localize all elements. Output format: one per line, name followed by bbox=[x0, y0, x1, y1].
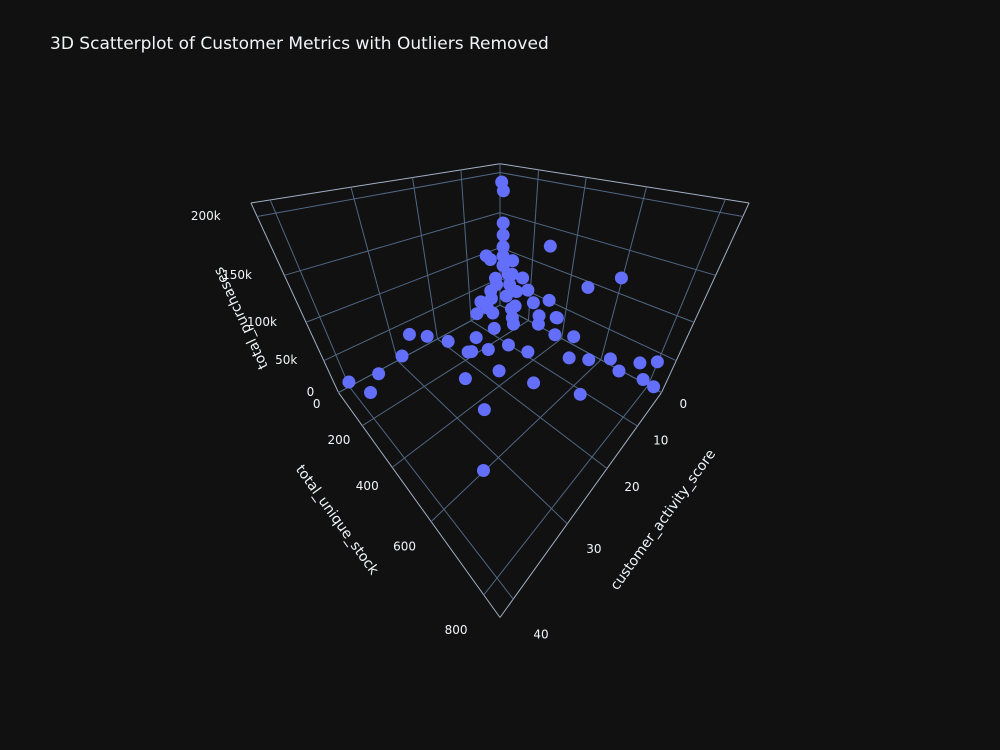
point bbox=[342, 375, 356, 389]
point bbox=[501, 338, 515, 352]
point bbox=[543, 239, 557, 253]
point bbox=[548, 328, 562, 342]
y-grid-line bbox=[561, 177, 587, 339]
x-tick-label: 10 bbox=[653, 433, 668, 447]
point bbox=[477, 403, 491, 417]
point bbox=[505, 311, 519, 325]
point bbox=[469, 331, 483, 345]
point bbox=[521, 345, 535, 359]
point bbox=[521, 283, 535, 297]
z-tick-label: 150k bbox=[222, 268, 252, 282]
y-tick-label: 0 bbox=[313, 397, 321, 411]
point bbox=[647, 380, 661, 394]
z-tick-label: 200k bbox=[191, 209, 221, 223]
point bbox=[567, 330, 581, 344]
point bbox=[496, 184, 510, 198]
y-grid-line bbox=[391, 338, 562, 468]
point bbox=[581, 280, 595, 294]
x-grid-line bbox=[397, 360, 568, 525]
point bbox=[496, 240, 510, 254]
point bbox=[542, 293, 556, 307]
y-grid-line bbox=[361, 320, 529, 427]
x-grid-line bbox=[348, 386, 514, 600]
point bbox=[614, 271, 628, 285]
point bbox=[461, 345, 475, 359]
point bbox=[549, 310, 563, 324]
point bbox=[562, 351, 576, 365]
point bbox=[516, 271, 530, 285]
x-tick-label: 20 bbox=[624, 480, 639, 494]
x-tick-label: 0 bbox=[679, 397, 687, 411]
point bbox=[531, 317, 545, 331]
point bbox=[526, 296, 540, 310]
z-grid-line bbox=[323, 277, 501, 362]
point bbox=[402, 327, 416, 341]
point bbox=[633, 356, 647, 370]
x-grid-line bbox=[460, 169, 472, 321]
z-grid-line bbox=[499, 247, 695, 323]
point bbox=[470, 307, 484, 321]
x-tick-label: 40 bbox=[533, 628, 548, 642]
point bbox=[496, 228, 510, 242]
axis-edge bbox=[250, 163, 501, 204]
chart-title: 3D Scatterplot of Customer Metrics with … bbox=[50, 34, 549, 54]
y-tick-label: 400 bbox=[356, 479, 379, 493]
point bbox=[476, 463, 490, 477]
point bbox=[496, 216, 510, 230]
point bbox=[420, 329, 434, 343]
point bbox=[573, 387, 587, 401]
z-grid-line bbox=[257, 172, 501, 218]
z-grid-line bbox=[338, 304, 501, 394]
point bbox=[492, 364, 506, 378]
point bbox=[636, 372, 650, 386]
point bbox=[480, 301, 494, 315]
x-grid-line bbox=[411, 177, 438, 340]
z-tick-label: 50k bbox=[275, 353, 297, 367]
y-tick-label: 800 bbox=[445, 623, 468, 637]
point bbox=[527, 376, 541, 390]
y-grid-line bbox=[647, 199, 726, 386]
z-grid-line bbox=[284, 212, 501, 276]
point bbox=[441, 334, 455, 348]
y-grid-line bbox=[430, 359, 602, 522]
point bbox=[603, 352, 617, 366]
point bbox=[612, 364, 626, 378]
point bbox=[483, 252, 497, 266]
point bbox=[650, 355, 664, 369]
point bbox=[458, 372, 472, 386]
axis-edge bbox=[250, 202, 339, 393]
point bbox=[499, 289, 513, 303]
z-grid-line bbox=[499, 304, 662, 394]
x-grid-line bbox=[350, 187, 398, 361]
x-grid-line bbox=[269, 199, 350, 387]
x-grid-line bbox=[470, 320, 638, 427]
point bbox=[364, 385, 378, 399]
point bbox=[505, 267, 519, 281]
z-grid-line bbox=[499, 172, 743, 218]
z-tick-label: 100k bbox=[247, 315, 277, 329]
point bbox=[481, 342, 495, 356]
point bbox=[487, 321, 501, 335]
z-tick-label: 0 bbox=[307, 385, 315, 399]
point bbox=[510, 285, 524, 299]
axis-edge bbox=[499, 163, 750, 204]
y-grid-line bbox=[483, 385, 649, 596]
point bbox=[372, 367, 386, 381]
y-tick-label: 600 bbox=[393, 539, 416, 553]
point bbox=[582, 353, 596, 367]
axis-edge bbox=[499, 392, 662, 618]
point bbox=[395, 349, 409, 363]
point bbox=[508, 299, 522, 313]
point bbox=[506, 254, 520, 268]
point bbox=[484, 284, 498, 298]
point bbox=[488, 271, 502, 285]
axis-edge bbox=[661, 202, 750, 393]
axis-edge bbox=[338, 392, 501, 618]
y-tick-label: 200 bbox=[327, 433, 350, 447]
z-grid-line bbox=[305, 247, 501, 323]
x-tick-label: 30 bbox=[586, 542, 601, 556]
z-grid-line bbox=[499, 212, 716, 276]
